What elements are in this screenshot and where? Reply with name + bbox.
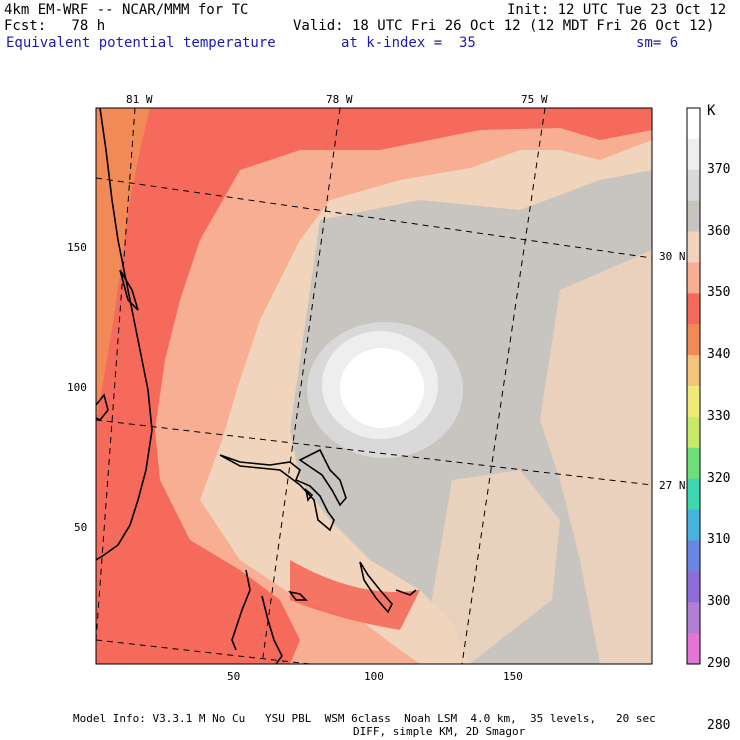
colorbar-label: 280 xyxy=(707,717,731,733)
lat-label-27n: 27 N xyxy=(659,479,686,492)
colorbar-label: 310 xyxy=(707,532,731,548)
level-info: at k-index = 35 xyxy=(341,35,476,51)
plot-frame xyxy=(95,107,653,665)
colorbar-label: 330 xyxy=(707,408,731,424)
x-tick-100: 100 xyxy=(364,670,384,683)
shaded-field xyxy=(96,108,652,664)
lat-label-30n: 30 N xyxy=(659,250,686,263)
model-info-line1: Model Info: V3.3.1 M No Cu YSU PBL WSM 6… xyxy=(73,712,656,725)
colorbar-swatch xyxy=(687,416,700,449)
colorbar-unit: K xyxy=(707,103,716,119)
colorbar-swatch xyxy=(687,231,700,263)
colorbar-swatch xyxy=(687,293,700,325)
y-tick-50: 50 xyxy=(74,521,88,534)
colorbar xyxy=(686,107,701,665)
x-tick-150: 150 xyxy=(503,670,523,683)
x-tick-50: 50 xyxy=(227,670,241,683)
colorbar-swatch xyxy=(687,602,700,634)
coastlines xyxy=(96,108,417,664)
y-tick-150: 150 xyxy=(67,241,87,254)
colorbar-label: 370 xyxy=(707,161,731,177)
colorbar-frame xyxy=(686,107,701,665)
init-time: Init: 12 UTC Tue 23 Oct 12 xyxy=(507,2,727,18)
colorbar-swatch xyxy=(687,108,700,140)
latlon-grid xyxy=(96,108,652,664)
colorbar-swatch xyxy=(687,355,700,387)
lon-label-81w: 81 W xyxy=(126,93,153,106)
colorbar-swatch xyxy=(687,169,700,202)
colorbar-swatch xyxy=(687,447,700,480)
smoothing-info: sm= 6 xyxy=(636,35,679,51)
colorbar-swatch xyxy=(687,478,700,511)
colorbar-label: 290 xyxy=(707,656,731,671)
colorbar-label: 350 xyxy=(707,285,731,301)
y-tick-100: 100 xyxy=(67,381,87,394)
model-info-line2: DIFF, simple KM, 2D Smagor xyxy=(353,725,526,738)
valid-time: Valid: 18 UTC Fri 26 Oct 12 (12 MDT Fri … xyxy=(293,18,715,34)
colorbar-label: 340 xyxy=(707,347,731,363)
colorbar-swatch xyxy=(687,200,700,233)
colorbar-label: 300 xyxy=(707,594,731,610)
field-name: Equivalent potential temperature xyxy=(6,35,276,51)
colorbar-swatch xyxy=(687,138,700,171)
forecast-hour: Fcst: 78 h xyxy=(4,18,106,34)
colorbar-swatch xyxy=(687,633,700,665)
colorbar-swatch xyxy=(687,262,700,294)
colorbar-swatch xyxy=(687,509,700,541)
colorbar-swatch xyxy=(687,571,700,603)
colorbar-swatch xyxy=(687,386,700,418)
lon-label-75w: 75 W xyxy=(521,93,548,106)
lon-label-78w: 78 W xyxy=(326,93,353,106)
colorbar-swatch xyxy=(687,324,700,356)
model-title: 4km EM-WRF -- NCAR/MMM for TC xyxy=(4,2,249,18)
colorbar-swatch xyxy=(687,540,700,572)
colorbar-label: 360 xyxy=(707,223,731,239)
colorbar-label: 320 xyxy=(707,470,731,486)
